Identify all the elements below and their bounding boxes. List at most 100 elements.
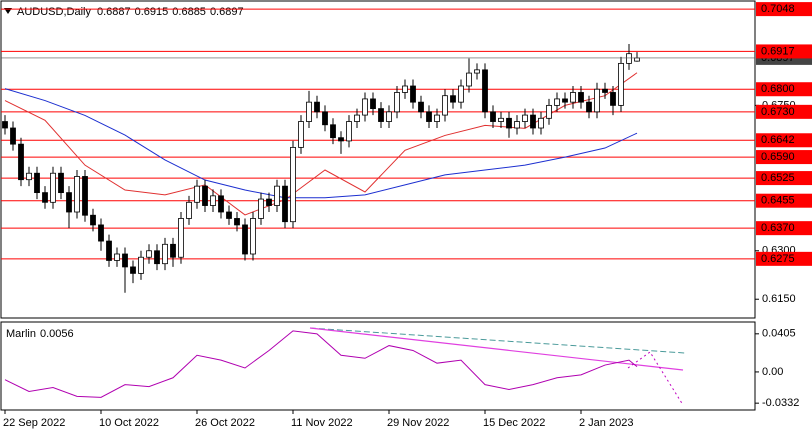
candle-body xyxy=(210,195,216,206)
candle-body xyxy=(522,114,528,122)
candle-body xyxy=(418,101,424,113)
level-label: 0.7048 xyxy=(761,3,795,15)
candle-body xyxy=(130,266,136,274)
candle-body xyxy=(498,117,504,122)
level-box xyxy=(756,251,812,266)
candle-body xyxy=(90,214,96,226)
candle-body xyxy=(250,218,256,255)
candle-body xyxy=(58,172,64,194)
x-tick-label: 29 Nov 2022 xyxy=(387,417,449,429)
candle-body xyxy=(506,117,512,129)
indicator-header: Marlin 0.0056 xyxy=(6,328,74,340)
candle-body xyxy=(266,198,272,206)
candle-body xyxy=(2,121,8,129)
level-box xyxy=(756,104,812,119)
oscillator-panel xyxy=(0,321,756,411)
x-tick-label: 15 Dec 2022 xyxy=(483,417,545,429)
candle-body xyxy=(434,114,440,122)
candle-body xyxy=(234,218,240,226)
candle-body xyxy=(450,95,456,103)
candle-body xyxy=(114,253,120,261)
level-box xyxy=(756,193,812,208)
trend-line xyxy=(309,327,684,371)
indicator-line xyxy=(4,330,638,398)
candle-body xyxy=(538,117,544,129)
y-tick-label: -0.0332 xyxy=(762,397,799,409)
candle-body xyxy=(602,88,608,93)
candle-body xyxy=(202,185,208,206)
level-label: 0.6917 xyxy=(761,45,795,57)
header-close: 0.6897 xyxy=(210,6,244,18)
candle-body xyxy=(74,176,80,213)
candle-body xyxy=(10,127,16,145)
candle-body xyxy=(18,143,24,181)
candle-body xyxy=(410,85,416,103)
candle-body xyxy=(466,72,472,87)
level-label: 0.6525 xyxy=(761,172,795,184)
candle-body xyxy=(218,195,224,213)
x-tick-label: 22 Sep 2022 xyxy=(3,417,65,429)
header-low: 0.6885 xyxy=(172,6,206,18)
candle-body xyxy=(122,253,128,268)
candle-body xyxy=(282,185,288,223)
candle-body xyxy=(402,85,408,93)
level-box xyxy=(756,133,812,148)
candle-body xyxy=(474,69,480,74)
candle-body xyxy=(578,92,584,103)
candle-body xyxy=(226,211,232,219)
candle-body xyxy=(562,98,568,103)
x-tick-label: 11 Nov 2022 xyxy=(291,417,353,429)
candle-body xyxy=(514,121,520,129)
candle-body xyxy=(146,250,152,258)
level-box xyxy=(756,2,812,17)
level-label: 0.6275 xyxy=(761,253,795,265)
candle-body xyxy=(178,218,184,258)
candle-body xyxy=(354,114,360,122)
candle-body xyxy=(458,85,464,103)
candle-body xyxy=(394,92,400,113)
level-label: 0.6800 xyxy=(761,83,795,95)
candle-body xyxy=(626,53,632,64)
level-label: 0.6370 xyxy=(761,222,795,234)
x-tick-label: 26 Oct 2022 xyxy=(195,417,255,429)
candle-body xyxy=(362,98,368,116)
candle-body xyxy=(586,101,592,113)
candle-body xyxy=(186,201,192,219)
candle-body xyxy=(490,111,496,122)
candle-body xyxy=(634,57,640,62)
candle-body xyxy=(554,98,560,106)
candle-body xyxy=(378,108,384,122)
candle-body xyxy=(194,185,200,203)
x-tick-label: 2 Jan 2023 xyxy=(579,417,633,429)
candle-body xyxy=(34,172,40,194)
candle-body xyxy=(154,250,160,265)
candle-body xyxy=(426,111,432,122)
candle-body xyxy=(26,172,32,181)
candle-body xyxy=(570,92,576,103)
candle-body xyxy=(170,243,176,258)
candle-body xyxy=(98,224,104,242)
x-tick-label: 10 Oct 2022 xyxy=(99,417,159,429)
candle-body xyxy=(66,192,72,213)
candle-body xyxy=(530,114,536,129)
candle-body xyxy=(546,104,552,119)
main-panel xyxy=(0,0,756,319)
level-label: 0.6455 xyxy=(761,195,795,207)
candle-body xyxy=(346,121,352,142)
header-open: 0.6887 xyxy=(97,6,131,18)
candle-body xyxy=(338,137,344,142)
symbol: AUDUSD,Daily xyxy=(17,6,91,18)
level-label: 0.6730 xyxy=(761,106,795,118)
candle-body xyxy=(330,124,336,139)
candle-body xyxy=(610,92,616,106)
candle-body xyxy=(106,240,112,261)
y-tick-label: 0.6150 xyxy=(762,293,796,305)
y-tick-label: 0.00 xyxy=(762,366,783,378)
indicator-name: Marlin xyxy=(6,328,36,340)
candle-body xyxy=(42,192,48,203)
candle-body xyxy=(258,198,264,219)
indicator-value: 0.0056 xyxy=(40,328,74,340)
level-label: 0.6642 xyxy=(761,134,795,146)
